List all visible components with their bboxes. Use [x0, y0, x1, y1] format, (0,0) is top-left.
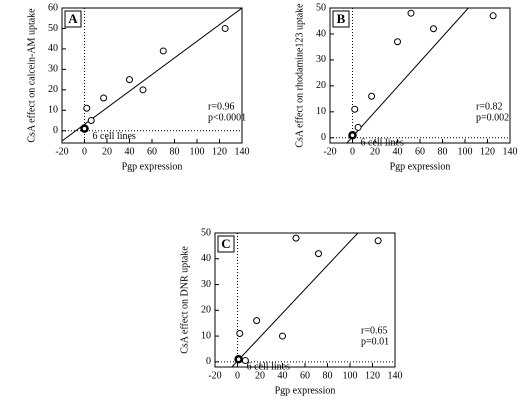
x-axis-label: Pgp expression — [122, 161, 183, 172]
y-tick-label: 40 — [48, 43, 58, 54]
stat-label: r=0.65 — [361, 325, 387, 336]
y-tick-label: 0 — [321, 132, 326, 143]
x-tick-label: 80 — [438, 146, 448, 157]
x-tick-label: 60 — [147, 146, 157, 157]
x-tick-label: -20 — [55, 146, 68, 157]
cluster-point — [80, 124, 89, 133]
point — [430, 25, 437, 33]
x-tick-label: 0 — [82, 146, 87, 157]
y-tick-label: 30 — [201, 279, 211, 290]
cluster-point — [234, 355, 243, 364]
x-tick-label: 140 — [388, 370, 403, 381]
x-tick-label: -20 — [208, 370, 221, 381]
x-tick-label: 60 — [300, 370, 310, 381]
x-tick-label: 40 — [125, 146, 135, 157]
cluster-point — [348, 130, 357, 140]
y-tick-label: 20 — [316, 80, 326, 91]
x-tick-label: 20 — [255, 370, 265, 381]
stat-label: r=0.96 — [208, 101, 234, 112]
point — [354, 123, 362, 131]
x-tick-label: 120 — [212, 146, 227, 157]
stat-label: p<0.0001 — [208, 112, 246, 123]
y-tick-label: 50 — [316, 2, 326, 13]
panel-letter-box — [217, 235, 235, 253]
y-tick-label: 30 — [48, 64, 58, 75]
panel-letter: C — [221, 236, 230, 251]
point — [279, 332, 286, 340]
x-tick-label: 60 — [415, 146, 425, 157]
y-tick-label: 60 — [48, 2, 58, 13]
cluster-label: 6 cell lines — [247, 362, 290, 373]
panel-letter-box — [64, 10, 82, 28]
y-tick-label: 50 — [201, 227, 211, 238]
point — [139, 86, 147, 94]
y-tick-label: 40 — [201, 253, 211, 264]
x-tick-label: 80 — [323, 370, 333, 381]
stat-label: r=0.82 — [476, 101, 502, 112]
x-tick-label: 0 — [350, 146, 355, 157]
y-tick-label: 50 — [48, 23, 58, 34]
x-tick-label: 20 — [370, 146, 380, 157]
x-tick-label: 140 — [503, 146, 518, 157]
y-tick-label: 20 — [201, 305, 211, 316]
point — [368, 92, 376, 100]
point — [292, 234, 300, 242]
panel: -20 0 20 40 60 80 100 120 140 0 10 20 30 40 50 Pgp expr… — [294, 2, 517, 172]
point — [394, 38, 401, 46]
y-tick-label: 10 — [48, 105, 58, 116]
y-tick-label: 30 — [316, 54, 326, 65]
point — [221, 24, 229, 32]
x-tick-label: 100 — [458, 146, 473, 157]
stat-label: p=0.002 — [476, 112, 509, 123]
x-axis-label: Pgp expression — [275, 385, 336, 396]
y-tick-label: 0 — [53, 125, 58, 136]
x-tick-label: 40 — [393, 146, 403, 157]
x-tick-label: 20 — [102, 146, 112, 157]
point — [100, 94, 108, 102]
y-tick-label: 20 — [48, 84, 58, 95]
y-axis-label: CsA effect on rhodamine123 uptake — [294, 3, 305, 148]
point — [374, 237, 382, 245]
panel: -20 0 20 40 60 80 100 120 140 0 10 20 30 40 50 Pgp expr… — [179, 227, 402, 396]
x-tick-label: 40 — [278, 370, 288, 381]
point — [159, 47, 167, 55]
y-axis-label: CsA effect on DNR uptake — [179, 246, 190, 354]
point — [236, 330, 244, 337]
point — [126, 76, 133, 84]
fit-line — [231, 233, 359, 367]
x-tick-label: 100 — [190, 146, 205, 157]
y-tick-label: 0 — [206, 356, 211, 367]
y-tick-label: 10 — [316, 106, 326, 117]
x-tick-label: -20 — [323, 146, 336, 157]
x-tick-label: 120 — [480, 146, 495, 157]
cluster-label: 6 cell lines — [361, 138, 404, 149]
panel-letter-box — [332, 10, 350, 28]
point — [253, 317, 261, 325]
x-tick-label: 140 — [235, 146, 250, 157]
stat-label: p=0.01 — [361, 336, 389, 347]
point — [83, 104, 91, 112]
point — [489, 12, 497, 20]
x-tick-label: 0 — [235, 370, 240, 381]
panel-letter: B — [337, 11, 346, 26]
x-tick-label: 80 — [170, 146, 180, 157]
cluster-label: 6 cell lines — [93, 131, 136, 142]
x-tick-label: 120 — [365, 370, 380, 381]
panel: -20 0 20 40 60 80 100 120 140 0 10 20 30 40 50 60 Pgp ex… — [26, 2, 249, 172]
panel-letter: A — [68, 11, 78, 26]
x-tick-label: 100 — [343, 370, 358, 381]
point — [407, 9, 415, 17]
point — [351, 105, 359, 113]
point — [315, 250, 322, 258]
y-tick-label: 10 — [201, 330, 211, 341]
fit-line — [346, 8, 469, 143]
point — [87, 117, 95, 124]
x-axis-label: Pgp expression — [390, 161, 451, 172]
y-axis-label: CsA effect on calcein-AM uptake — [26, 8, 37, 143]
y-tick-label: 40 — [316, 28, 326, 39]
